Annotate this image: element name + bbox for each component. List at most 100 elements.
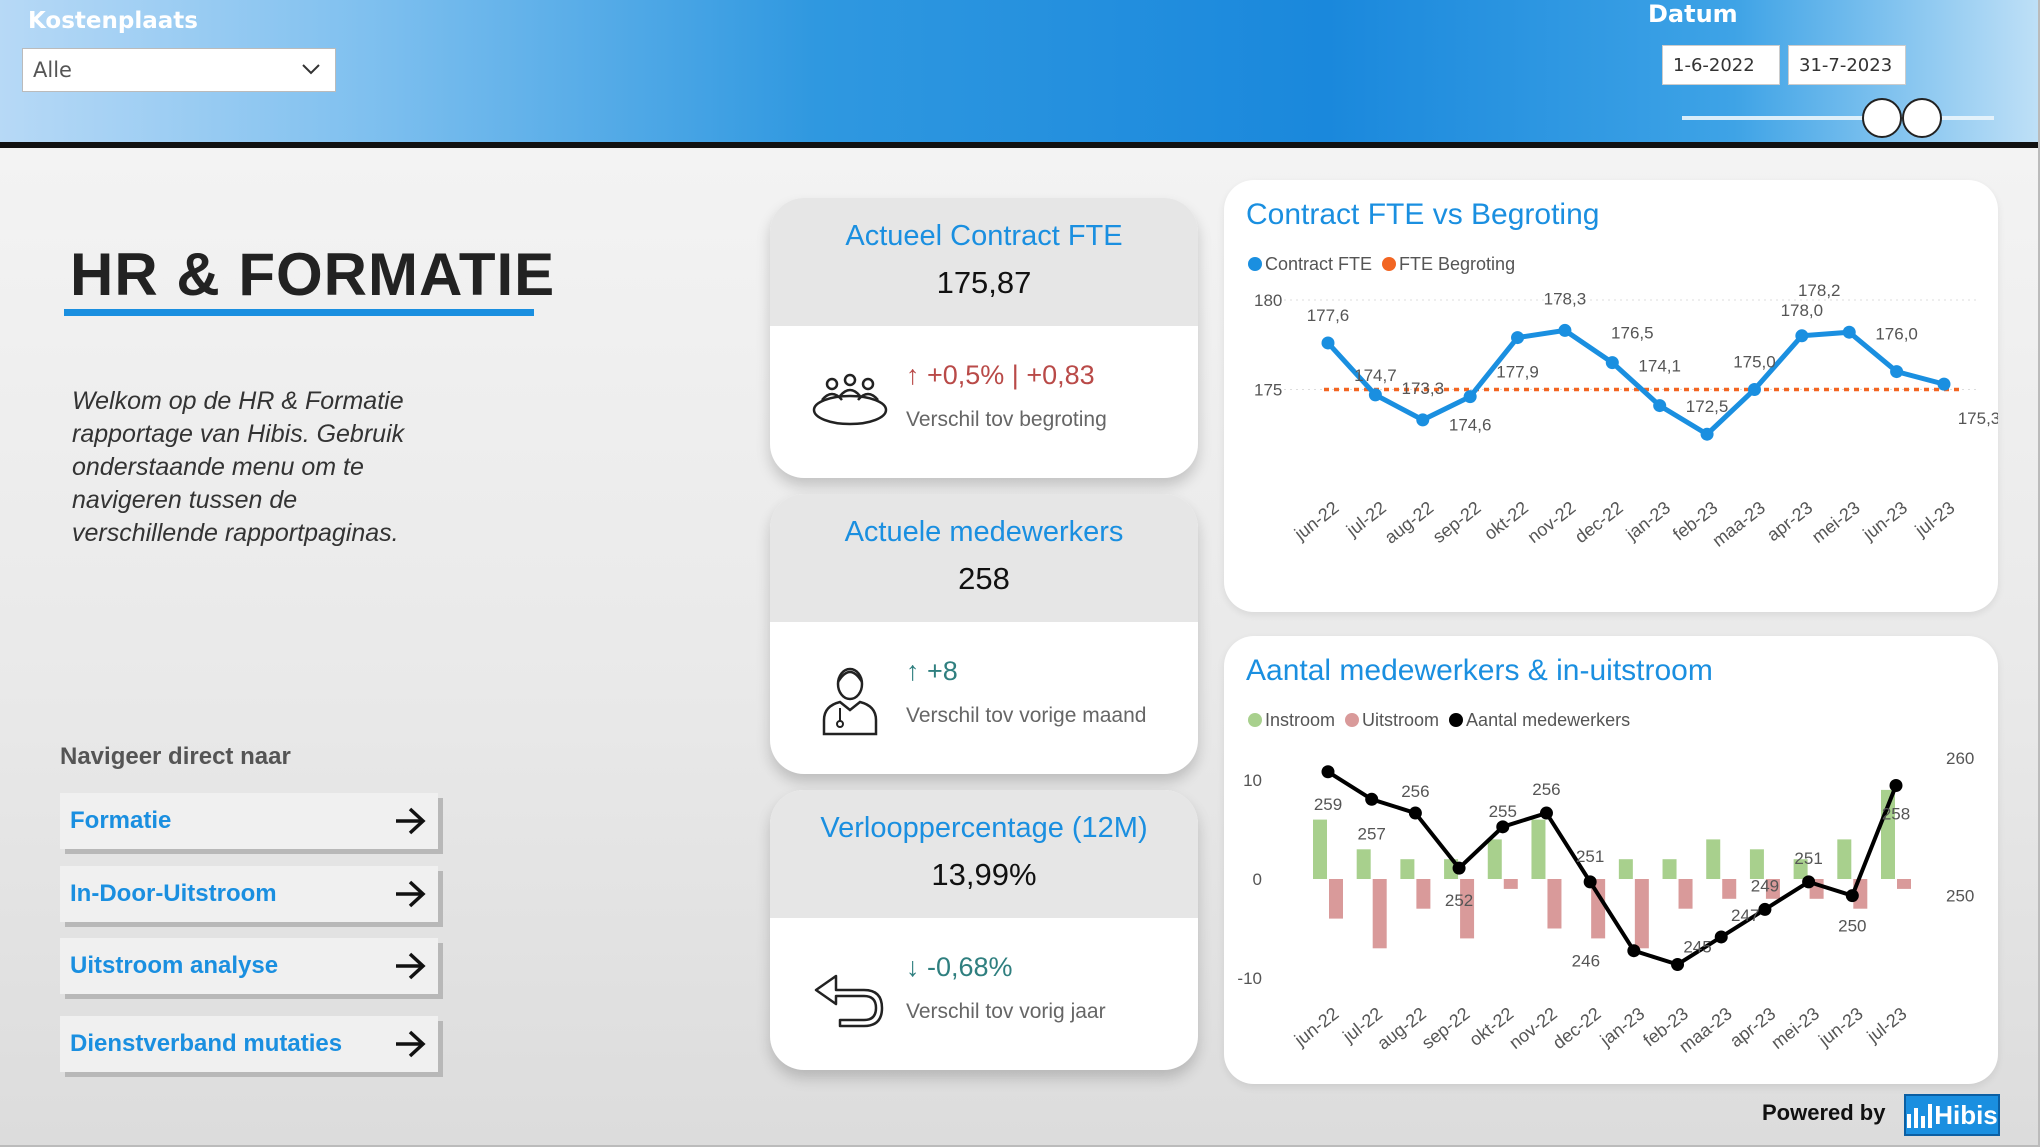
x-tick-label: maa-23 [1709,497,1769,550]
kpi-value: 175,87 [936,265,1032,300]
chart-legend: Instroom Uitstroom Aantal medewerkers [1248,710,1630,731]
x-tick-label: sep-22 [1429,497,1485,547]
y-left-tick-label: 0 [1253,870,1262,889]
bar-instroom [1487,839,1502,879]
data-label: 175,0 [1733,352,1776,371]
data-point-contract-fte [1416,413,1430,427]
legend-item-fte-begroting[interactable]: FTE Begroting [1382,254,1515,275]
data-label: 246 [1572,952,1600,971]
x-tick-label: okt-22 [1480,497,1532,544]
bar-instroom [1618,859,1633,879]
legend-item-instroom[interactable]: Instroom [1248,710,1335,731]
kpi-header: Verlooppercentage (12M) 13,99% [770,790,1198,918]
data-label: 173,3 [1401,379,1444,398]
y-right-tick-label: 250 [1946,887,1974,906]
nav-button-label: Uitstroom analyse [70,952,279,979]
bar-instroom [1837,839,1852,879]
kpi-title: Verlooppercentage (12M) [820,812,1148,844]
bar-uitstroom [1897,879,1911,889]
date-label: Datum [1648,0,1738,28]
arrow-right-icon [396,1030,426,1058]
data-point-medewerkers [1452,861,1466,875]
date-slider-end-handle[interactable] [1902,98,1942,138]
data-label: 247 [1731,906,1759,925]
hibis-logo: Hibis [1904,1094,2000,1136]
data-point-medewerkers [1802,875,1816,889]
bar-instroom [1356,849,1371,879]
data-label: 251 [1576,847,1604,866]
date-end-input[interactable]: 31-7-2023 [1788,45,1906,85]
bar-instroom [1313,819,1327,879]
nav-button-uitstroom-analyse[interactable]: Uitstroom analyse [60,938,438,994]
data-point-medewerkers [1539,806,1553,820]
data-point-medewerkers [1845,889,1859,903]
date-slider-start-handle[interactable] [1862,98,1902,138]
data-label: 258 [1882,805,1910,824]
data-label: 172,5 [1686,397,1729,416]
date-slider-track[interactable] [1682,116,1994,120]
bar-instroom [1400,859,1415,879]
kostenplaats-dropdown[interactable]: Alle [22,48,336,92]
data-label: 174,7 [1354,366,1397,385]
nav-button-formatie[interactable]: Formatie [60,793,438,849]
bar-uitstroom [1460,879,1475,939]
chart-title: Aantal medewerkers & in-uitstroom [1246,654,1713,687]
bar-uitstroom [1591,879,1606,939]
kpi-card-contract-fte: Actueel Contract FTE 175,87 ↑ +0,5% | +0… [770,198,1198,478]
kpi-delta: ↑ +8 [906,656,958,686]
bar-instroom [1662,859,1677,879]
logo-text: Hibis [1934,1099,1998,1130]
x-tick-label: sep-22 [1418,1003,1474,1053]
arrow-right-icon [396,880,426,908]
data-point-contract-fte [1653,399,1667,413]
data-point-contract-fte [1700,427,1714,441]
y-left-tick-label: 10 [1243,771,1262,790]
x-tick-label: jun-23 [1814,1003,1867,1050]
nav-button-label: In-Door-Uitstroom [70,880,277,907]
data-label: 178,2 [1798,281,1841,300]
powered-by-label: Powered by [1762,1100,1886,1125]
legend-item-uitstroom[interactable]: Uitstroom [1345,710,1439,731]
data-label: 259 [1314,795,1342,814]
kpi-subtitle: Verschil tov vorig jaar [906,1000,1106,1023]
data-label: 251 [1794,849,1822,868]
x-tick-label: jul-23 [1911,497,1959,540]
data-point-contract-fte [1321,336,1335,350]
kpi-header: Actuele medewerkers 258 [770,494,1198,622]
chart-panel-medewerkers: Aantal medewerkers & in-uitstroom Instro… [1224,636,1998,1084]
meeting-table-icon [812,373,888,426]
data-label: 178,3 [1544,289,1587,308]
kpi-title: Actuele medewerkers [844,516,1124,548]
bar-uitstroom [1678,879,1693,909]
x-tick-label: apr-23 [1763,497,1816,545]
y-tick-label: 175 [1254,380,1282,399]
data-point-medewerkers [1714,930,1728,944]
data-point-medewerkers [1889,779,1903,793]
y-right-tick-label: 260 [1946,749,1974,768]
nav-button-dienstverband-mutaties[interactable]: Dienstverband mutaties [60,1016,438,1072]
data-point-contract-fte [1511,331,1525,345]
legend-item-aantal-medewerkers[interactable]: Aantal medewerkers [1449,710,1630,731]
data-label: 250 [1838,917,1866,936]
legend-item-contract-fte[interactable]: Contract FTE [1248,254,1372,275]
kpi-delta: ↓ -0,68% [906,952,1013,982]
bar-uitstroom [1372,879,1387,949]
kpi-header: Actueel Contract FTE 175,87 [770,198,1198,326]
date-start-input[interactable]: 1-6-2022 [1662,45,1780,85]
kpi-value: 13,99% [931,857,1037,892]
bar-uitstroom [1503,879,1518,889]
data-label: 176,5 [1611,324,1654,343]
nav-button-in-door-uitstroom[interactable]: In-Door-Uitstroom [60,866,438,922]
page-title: HR & FORMATIE [70,241,556,308]
data-point-medewerkers [1583,875,1597,889]
nav-button-label: Dienstverband mutaties [70,1030,343,1057]
x-tick-label: nov-22 [1505,1003,1561,1053]
data-point-contract-fte [1842,325,1856,339]
x-tick-label: mei-23 [1767,1003,1823,1053]
data-label: 257 [1358,824,1386,843]
data-label: 255 [1489,802,1517,821]
data-label: 177,9 [1496,363,1539,382]
data-label: 252 [1445,891,1473,910]
data-point-contract-fte [1795,329,1809,343]
data-label: 249 [1751,876,1779,895]
